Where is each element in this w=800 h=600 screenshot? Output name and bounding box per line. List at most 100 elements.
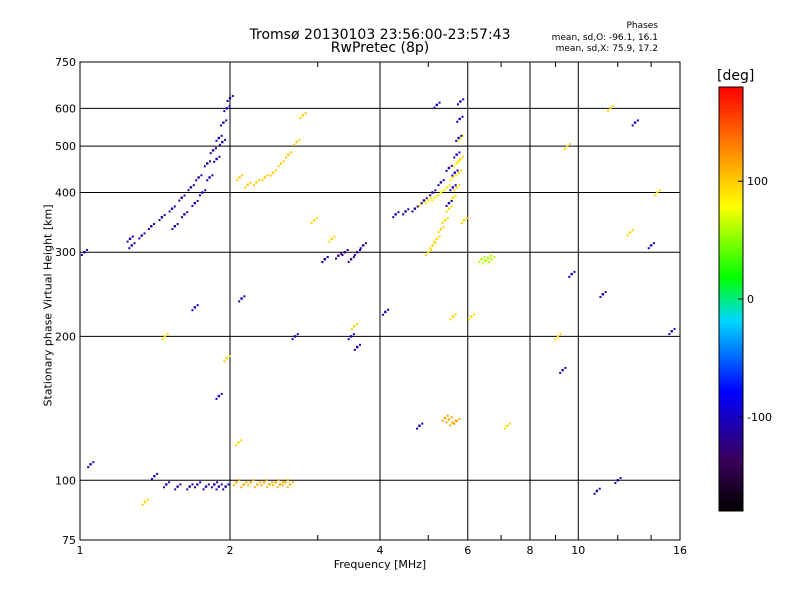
data-point xyxy=(437,194,440,197)
data-point xyxy=(454,174,457,177)
data-point xyxy=(490,258,493,261)
data-point xyxy=(138,237,141,240)
data-point xyxy=(241,174,244,177)
data-point xyxy=(420,202,423,205)
data-point xyxy=(358,343,361,346)
data-point xyxy=(413,207,417,210)
data-point xyxy=(454,194,457,197)
data-point xyxy=(227,483,230,486)
data-point xyxy=(604,291,607,294)
data-point xyxy=(450,205,453,208)
data-point xyxy=(196,483,199,486)
data-point xyxy=(505,424,509,428)
data-point xyxy=(347,261,350,264)
data-point xyxy=(188,485,191,488)
data-point xyxy=(503,427,506,430)
data-point xyxy=(130,244,133,247)
data-point xyxy=(449,318,452,321)
data-point xyxy=(459,100,462,103)
data-point xyxy=(619,477,622,480)
data-point xyxy=(277,479,280,482)
y-tick-label: 500 xyxy=(55,140,76,153)
data-point xyxy=(321,261,324,264)
x-tick-label: 1 xyxy=(77,544,84,557)
data-point xyxy=(255,181,258,184)
data-point xyxy=(612,105,615,108)
data-point xyxy=(564,366,567,369)
data-point xyxy=(163,335,167,338)
data-point xyxy=(168,210,171,213)
data-point xyxy=(462,155,465,158)
data-point xyxy=(443,189,446,192)
data-point xyxy=(350,328,353,331)
data-point xyxy=(147,228,150,231)
data-point xyxy=(441,419,444,422)
data-point xyxy=(487,256,490,260)
data-point xyxy=(208,176,211,179)
data-point xyxy=(265,479,268,482)
y-tick-label: 200 xyxy=(55,330,76,343)
data-point xyxy=(201,191,204,194)
data-point xyxy=(222,488,225,491)
data-point xyxy=(262,481,266,484)
data-point xyxy=(92,461,95,464)
data-point xyxy=(281,481,284,484)
data-point xyxy=(554,338,557,341)
data-point xyxy=(208,160,211,163)
data-point xyxy=(171,228,174,231)
data-point xyxy=(429,194,432,197)
data-point xyxy=(204,189,207,192)
data-point xyxy=(446,414,449,417)
data-point xyxy=(359,247,362,250)
data-point xyxy=(133,242,136,245)
data-point xyxy=(131,235,134,238)
data-point xyxy=(447,166,451,170)
data-point xyxy=(207,483,210,486)
data-point xyxy=(290,151,293,154)
data-point xyxy=(658,189,661,192)
data-point xyxy=(128,237,132,241)
data-point xyxy=(223,110,226,113)
data-point xyxy=(435,237,438,241)
data-point xyxy=(87,466,90,469)
data-point xyxy=(271,171,275,174)
data-point xyxy=(652,242,655,245)
data-point xyxy=(647,247,650,250)
data-point xyxy=(451,176,455,179)
data-point xyxy=(416,427,419,430)
data-point xyxy=(328,240,331,243)
data-point xyxy=(411,210,414,213)
data-point xyxy=(467,318,470,321)
data-point xyxy=(649,244,653,247)
data-point xyxy=(437,231,440,234)
data-point xyxy=(211,149,215,152)
data-point xyxy=(448,184,451,187)
data-point xyxy=(143,500,147,504)
data-point xyxy=(455,186,458,189)
data-point xyxy=(673,328,676,331)
data-point xyxy=(433,106,436,109)
data-point xyxy=(353,348,356,351)
data-point xyxy=(458,160,461,163)
phase-colorbar: 100 0 -100 xyxy=(718,86,772,512)
data-point xyxy=(323,258,327,261)
data-point xyxy=(459,136,462,140)
data-point xyxy=(258,179,261,182)
data-point xyxy=(455,162,458,165)
data-point xyxy=(213,483,216,486)
data-point xyxy=(218,143,221,146)
data-point xyxy=(214,147,217,150)
data-point xyxy=(456,120,459,123)
data-point xyxy=(424,254,427,257)
data-point xyxy=(416,205,419,208)
data-point xyxy=(465,217,468,220)
data-point xyxy=(670,330,673,333)
data-point xyxy=(563,147,566,150)
data-point xyxy=(183,213,186,216)
y-tick-label: 75 xyxy=(62,534,76,547)
data-point xyxy=(437,184,440,187)
x-tick-label: 10 xyxy=(571,544,585,557)
data-point xyxy=(215,139,218,142)
data-point xyxy=(238,479,241,482)
